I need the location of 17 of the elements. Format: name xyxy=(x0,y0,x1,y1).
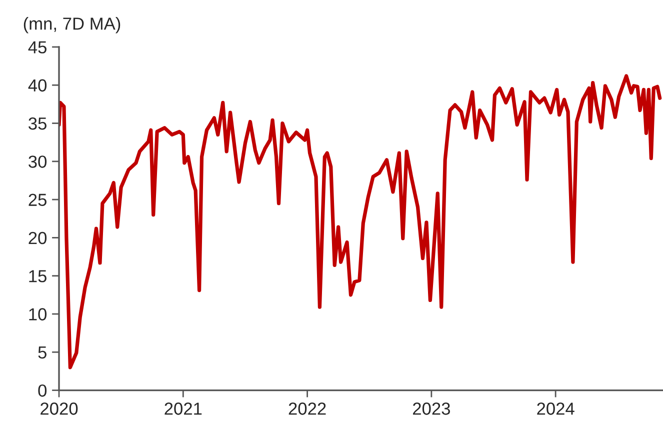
y-tick-label: 20 xyxy=(28,232,47,244)
y-tick-label: 30 xyxy=(28,156,47,168)
y-axis-title: (mn, 7D MA) xyxy=(24,17,120,34)
x-tick-label: 2022 xyxy=(288,402,326,415)
y-tick-label: 45 xyxy=(28,41,46,54)
y-tick-label: 15 xyxy=(29,270,46,282)
x-tick-label: 2020 xyxy=(40,402,78,415)
x-tick-label: 2023 xyxy=(413,402,450,415)
y-tick-label: 25 xyxy=(28,194,46,206)
y-tick-label: 40 xyxy=(28,79,47,92)
x-tick-label: 2024 xyxy=(537,402,574,415)
y-tick-label: 10 xyxy=(29,308,47,320)
x-tick-label: 2021 xyxy=(164,402,202,415)
y-tick-label: 35 xyxy=(28,117,46,130)
y-tick-label: 5 xyxy=(38,346,46,359)
y-tick-label: 0 xyxy=(38,384,47,397)
line-series xyxy=(59,74,662,370)
